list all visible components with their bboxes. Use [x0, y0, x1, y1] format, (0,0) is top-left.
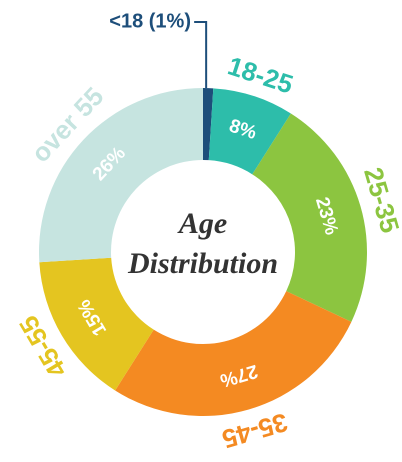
value-label: <18 (1%): [109, 10, 191, 32]
donut-segment: [38, 88, 203, 263]
chart-title: Age: [177, 207, 227, 240]
leader-line: [194, 21, 208, 89]
donut-segment: [252, 113, 367, 322]
donut-segment: [115, 291, 352, 416]
category-label: 35-45: [219, 407, 291, 454]
donut-segment: [39, 257, 154, 391]
donut-segment: [208, 88, 291, 175]
donut-segment: [203, 88, 214, 161]
chart-title: Distribution: [127, 247, 278, 280]
